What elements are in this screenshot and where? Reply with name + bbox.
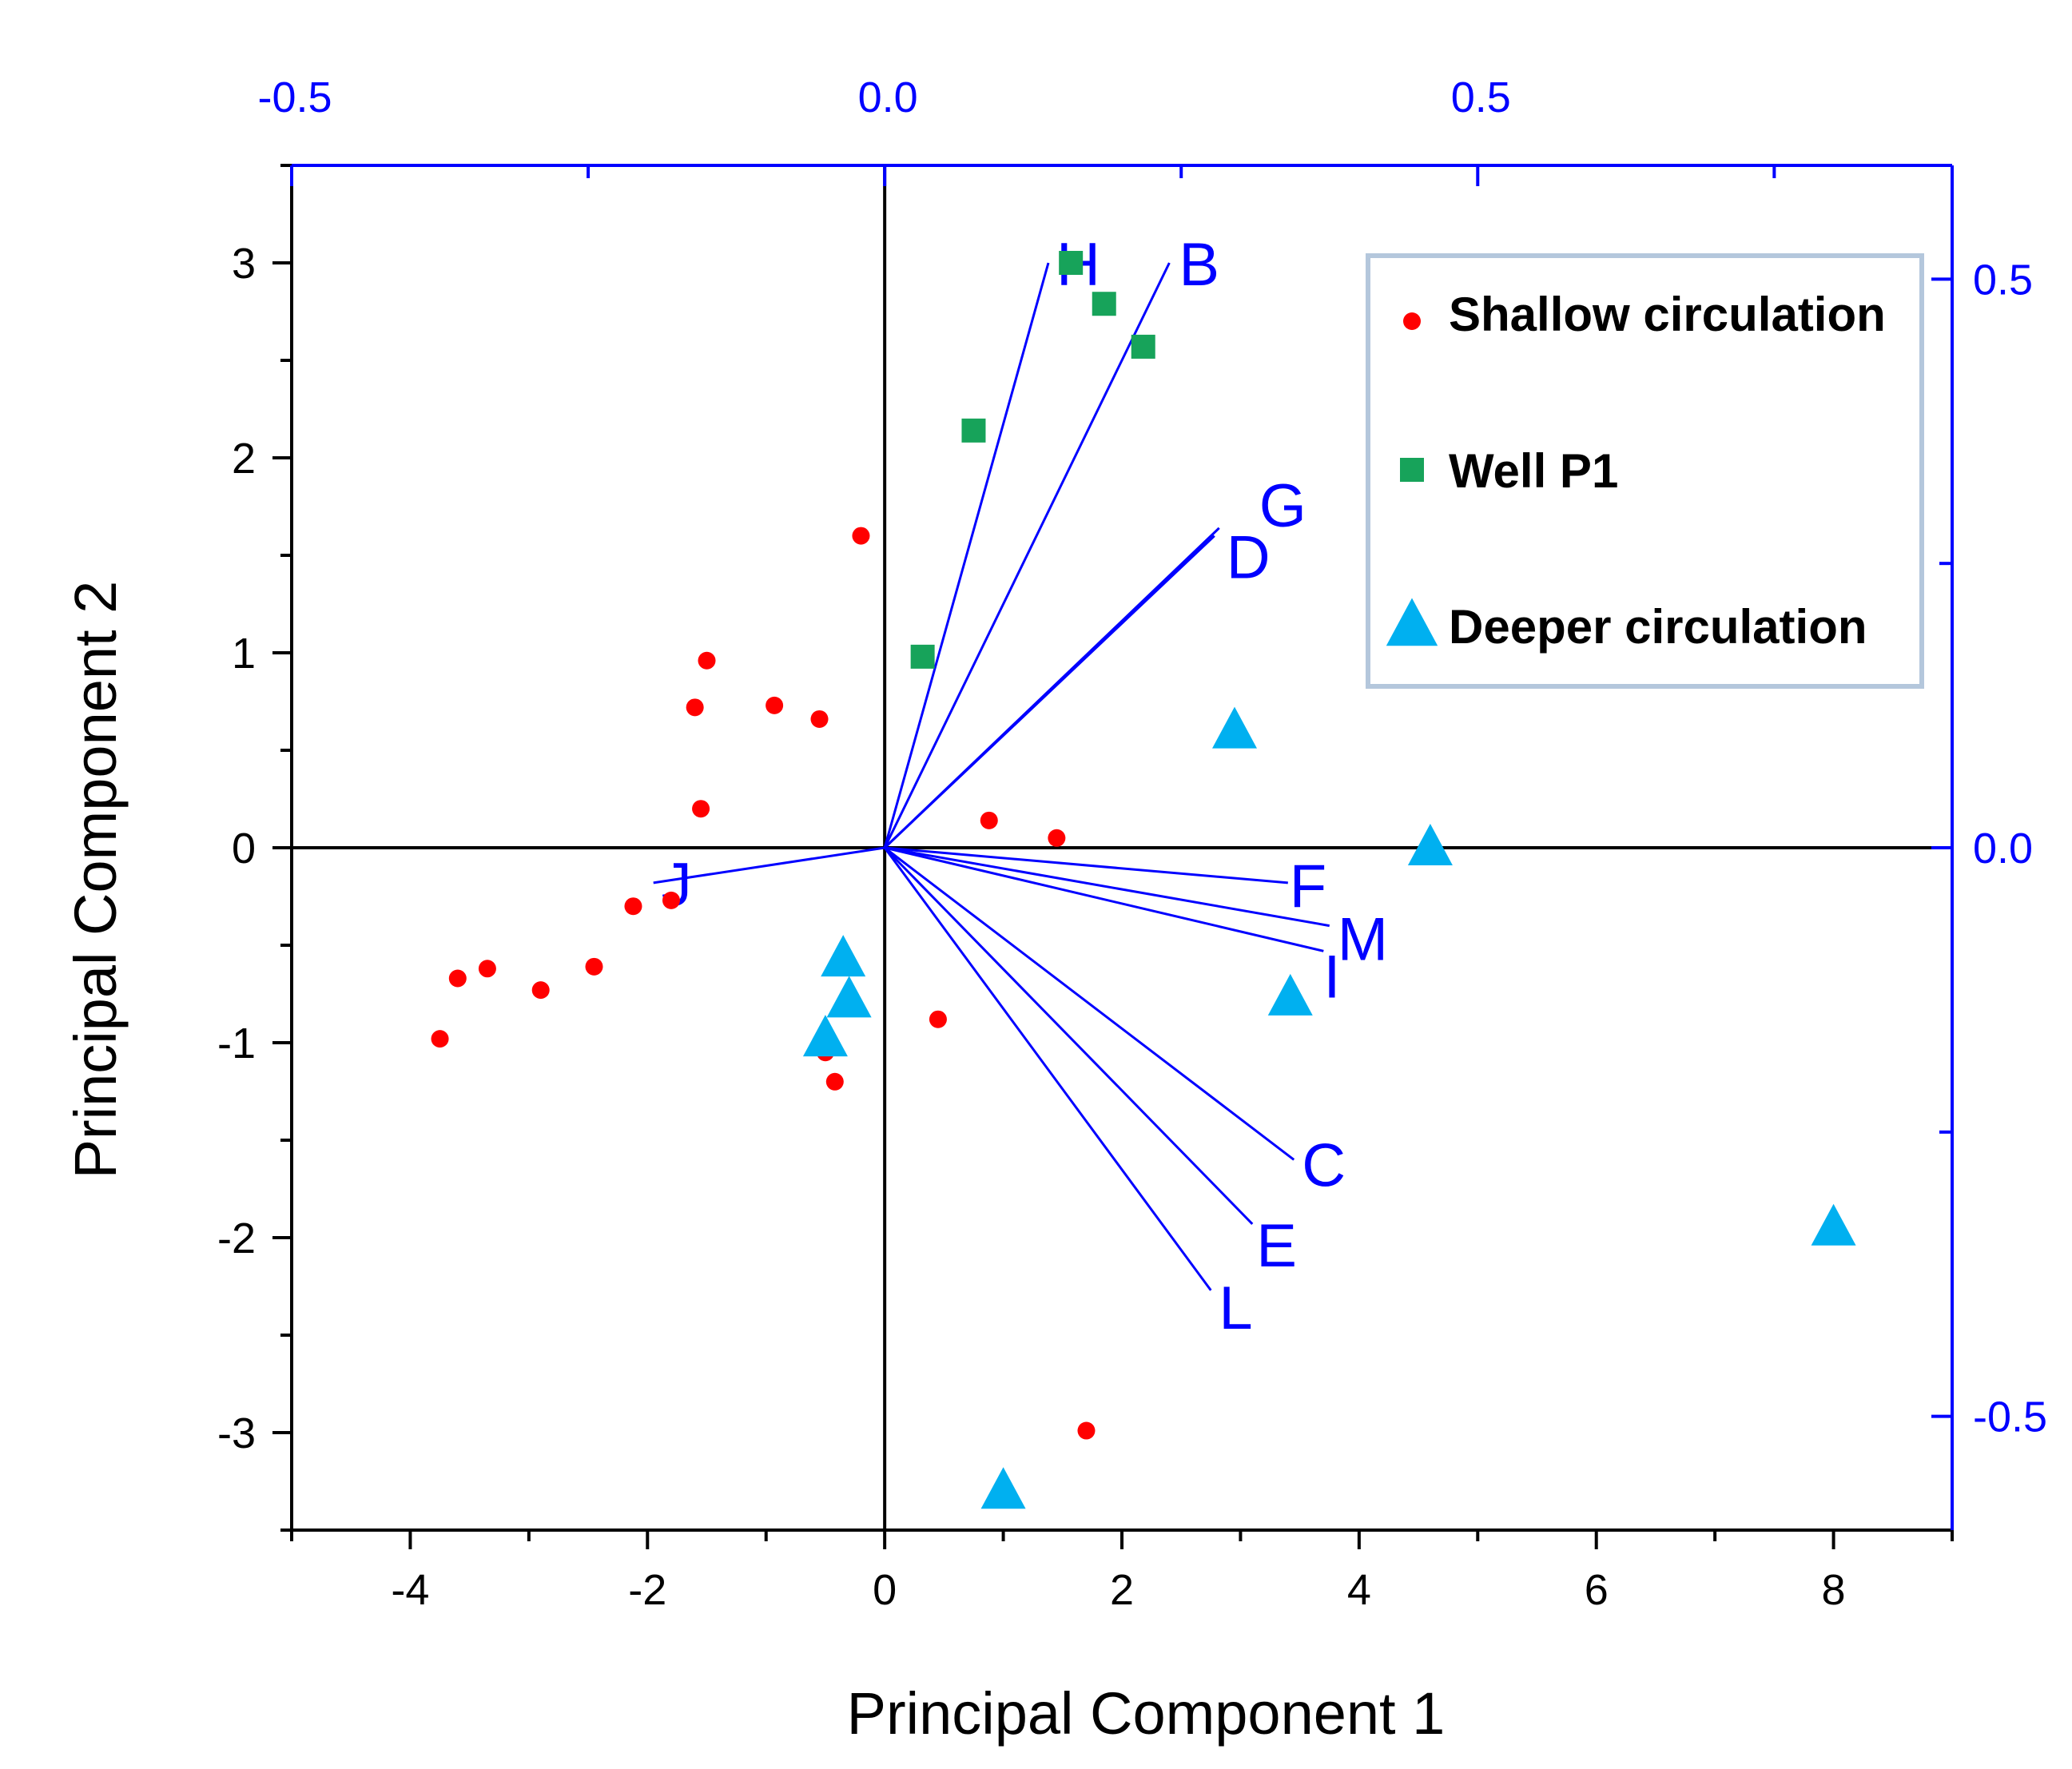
loading-vectors: HBGDJFMICEL xyxy=(653,231,1388,1342)
right-tick-label: 0.0 xyxy=(1973,825,2033,873)
shallow-point xyxy=(478,960,496,978)
right-tick-label: 0.5 xyxy=(1973,256,2033,304)
loading-label-i: I xyxy=(1323,943,1340,1011)
y-tick-label: 2 xyxy=(232,435,256,483)
shallow-point xyxy=(980,811,998,829)
x-tick-label: -4 xyxy=(391,1566,429,1614)
deeper-point xyxy=(1407,824,1453,865)
shallow-point xyxy=(692,800,710,818)
loading-line-j xyxy=(653,846,885,884)
loading-label-g: G xyxy=(1259,472,1306,540)
right-tick-label: -0.5 xyxy=(1973,1393,2047,1441)
x-axis-title: Principal Component 1 xyxy=(847,1680,1446,1747)
x-tick-label: 8 xyxy=(1822,1566,1846,1614)
top-tick-label: 0.5 xyxy=(1451,74,1511,121)
y-tick-label: 3 xyxy=(232,240,256,288)
well-p1-point xyxy=(961,418,986,443)
top-tick-label: 0.0 xyxy=(858,74,918,121)
loading-label-j: J xyxy=(662,851,692,919)
shallow-point xyxy=(1077,1421,1096,1440)
deeper-point xyxy=(826,976,872,1018)
x-tick-label: 2 xyxy=(1110,1566,1134,1614)
axis-titles: Principal Component 1 Principal Componen… xyxy=(62,581,1445,1747)
loading-label-f: F xyxy=(1290,853,1326,920)
top-tick-label: -0.5 xyxy=(257,74,332,121)
loading-line-c xyxy=(884,846,1295,1161)
shallow-point xyxy=(929,1010,947,1028)
well-p1-point xyxy=(910,644,935,669)
loading-line-i xyxy=(884,846,1324,952)
loading-label-e: E xyxy=(1256,1212,1297,1280)
deeper-point xyxy=(802,1015,848,1057)
loading-label-l: L xyxy=(1219,1274,1252,1342)
y-tick-label: -1 xyxy=(217,1020,256,1067)
y-tick-label: 1 xyxy=(232,630,256,678)
loading-label-m: M xyxy=(1338,906,1388,974)
legend-entry-deeper-label: Deeper circulation xyxy=(1449,600,1867,654)
shallow-point xyxy=(852,527,870,545)
loading-line-d xyxy=(884,535,1215,849)
y-tick-label: -2 xyxy=(217,1214,256,1262)
deeper-point xyxy=(1267,973,1313,1016)
loading-line-l xyxy=(883,847,1212,1291)
legend-entry-well-p1-marker xyxy=(1400,458,1424,482)
shallow-point xyxy=(431,1030,449,1048)
y-tick-label: 0 xyxy=(232,825,256,873)
shallow-point xyxy=(531,981,550,1000)
loading-line-h xyxy=(883,262,1050,849)
legend-entry-well-p1-label: Well P1 xyxy=(1449,444,1618,498)
loading-line-e xyxy=(884,846,1254,1225)
score-points xyxy=(431,251,1856,1509)
shallow-point xyxy=(448,969,467,988)
loading-label-c: C xyxy=(1302,1131,1346,1199)
legend-box xyxy=(1366,253,1924,689)
x-tick-label: 0 xyxy=(873,1566,897,1614)
x-tick-label: -2 xyxy=(628,1566,666,1614)
y-tick-label: -3 xyxy=(217,1409,256,1457)
axes: -4 -2 0 2 4 6 8 -3 -2 -1 0 1 2 3 -0.5 0.0 0.5 0.5 0.0 -0.5 xyxy=(217,74,2047,1614)
deeper-point xyxy=(1811,1203,1856,1246)
deeper-point xyxy=(821,935,866,977)
legend-entry-deeper-marker xyxy=(1386,598,1438,646)
deeper-point xyxy=(1212,706,1258,749)
shallow-point xyxy=(686,698,704,717)
legend-entry-shallow-marker xyxy=(1403,312,1421,330)
loading-line-f xyxy=(885,846,1288,884)
x-tick-label: 4 xyxy=(1347,1566,1371,1614)
shallow-point xyxy=(810,710,829,728)
shallow-point xyxy=(662,891,680,909)
well-p1-point xyxy=(1131,334,1155,359)
shallow-point xyxy=(766,696,784,714)
loading-label-b: B xyxy=(1179,231,1219,299)
well-p1-point xyxy=(1092,292,1116,316)
deeper-point xyxy=(980,1467,1026,1509)
well-p1-point xyxy=(1059,251,1084,275)
x-tick-label: 6 xyxy=(1585,1566,1609,1614)
y-axis-title: Principal Component 2 xyxy=(62,581,129,1179)
loading-line-b xyxy=(883,262,1171,849)
shallow-point xyxy=(825,1072,844,1091)
legend: Shallow circulation Well P1 Deeper circula… xyxy=(1366,253,1924,689)
legend-entry-shallow-label: Shallow circulation xyxy=(1449,288,1886,341)
loading-label-d: D xyxy=(1227,524,1271,592)
shallow-point xyxy=(1048,829,1066,847)
loading-line-m xyxy=(884,846,1330,928)
shallow-point xyxy=(624,897,642,916)
shallow-point xyxy=(585,957,603,976)
shallow-point xyxy=(698,651,716,670)
